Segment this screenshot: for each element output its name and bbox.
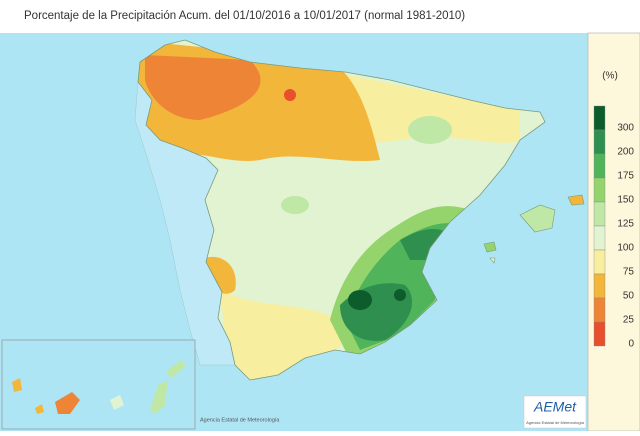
island <box>489 257 496 264</box>
legend-label: 200 <box>617 147 634 158</box>
legend-swatch <box>593 129 606 155</box>
title: Porcentaje de la Precipitación Acum. del… <box>24 10 465 22</box>
legend-swatch <box>593 225 606 251</box>
legend-unit: (%) <box>602 71 618 82</box>
legend-label: 125 <box>617 219 634 230</box>
region <box>408 116 452 144</box>
legend-label: 175 <box>617 171 634 182</box>
legend-swatch <box>593 153 606 179</box>
island <box>519 204 556 233</box>
region <box>200 256 236 294</box>
coastline <box>137 39 546 381</box>
island <box>483 241 497 253</box>
logo-box <box>523 395 587 429</box>
logo: AEMet <box>533 399 577 415</box>
island <box>166 360 186 378</box>
island <box>35 404 44 414</box>
island <box>55 392 80 414</box>
legend-swatch <box>593 297 606 323</box>
legend: 300 200 175 150 125 100 75 50 25 0 <box>593 105 635 350</box>
legend-swatch <box>593 321 606 347</box>
region <box>145 55 261 120</box>
island <box>110 395 124 410</box>
region <box>394 289 406 301</box>
island <box>12 378 22 392</box>
legend-label: 0 <box>628 339 634 350</box>
region <box>348 290 372 310</box>
island <box>150 380 168 414</box>
logo-subtitle: Agencia Estatal de Meteorología <box>526 420 585 425</box>
legend-swatch <box>593 105 606 131</box>
credit: Agencia Estatal de Meteorología <box>200 417 280 423</box>
region <box>284 89 296 101</box>
legend-label: 300 <box>617 123 634 134</box>
legend-label: 150 <box>617 195 634 206</box>
legend-label: 25 <box>623 315 635 326</box>
legend-label: 75 <box>623 267 635 278</box>
legend-label: 50 <box>623 291 635 302</box>
legend-swatch <box>593 177 606 203</box>
legend-label: 100 <box>617 243 634 254</box>
region <box>281 196 309 214</box>
legend-swatch <box>593 273 606 299</box>
legend-swatch <box>593 201 606 227</box>
island <box>567 194 585 206</box>
legend-swatch <box>593 249 606 275</box>
